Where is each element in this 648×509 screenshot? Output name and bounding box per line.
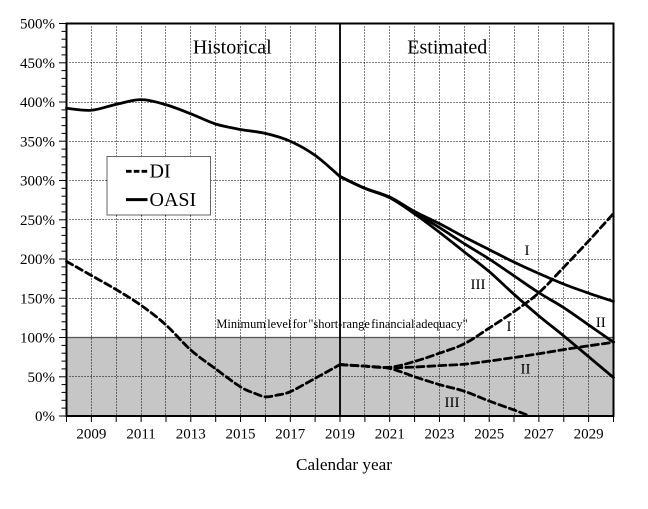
svg-text:2021: 2021: [375, 427, 405, 443]
svg-text:200%: 200%: [20, 252, 55, 268]
svg-text:2013: 2013: [176, 427, 206, 443]
svg-text:DI: DI: [150, 160, 171, 182]
svg-text:2011: 2011: [126, 427, 155, 443]
svg-text:400%: 400%: [20, 95, 55, 111]
svg-text:III: III: [471, 277, 486, 293]
svg-text:2027: 2027: [524, 427, 555, 443]
svg-text:I: I: [525, 243, 530, 259]
svg-text:150%: 150%: [20, 291, 55, 307]
svg-text:250%: 250%: [20, 213, 55, 229]
svg-text:Minimum level for "short-range: Minimum level for "short-range financial…: [216, 317, 467, 331]
svg-text:III: III: [445, 395, 460, 411]
svg-text:2015: 2015: [226, 427, 256, 443]
svg-text:0%: 0%: [35, 409, 55, 425]
svg-text:Estimated: Estimated: [407, 37, 487, 59]
svg-text:Calendar year: Calendar year: [296, 455, 392, 474]
svg-text:II: II: [521, 362, 531, 378]
svg-text:450%: 450%: [20, 56, 55, 72]
svg-text:2019: 2019: [325, 427, 355, 443]
svg-text:100%: 100%: [20, 331, 55, 347]
svg-text:350%: 350%: [20, 134, 55, 150]
svg-text:2009: 2009: [76, 427, 106, 443]
svg-text:300%: 300%: [20, 174, 55, 190]
svg-text:II: II: [596, 315, 606, 331]
svg-text:2029: 2029: [574, 427, 604, 443]
svg-text:2023: 2023: [425, 427, 455, 443]
svg-text:Historical: Historical: [193, 37, 272, 59]
svg-text:500%: 500%: [20, 17, 55, 33]
svg-text:50%: 50%: [28, 370, 56, 386]
svg-text:2017: 2017: [275, 427, 306, 443]
svg-text:OASI: OASI: [150, 189, 197, 211]
svg-text:I: I: [507, 319, 512, 335]
svg-text:2025: 2025: [474, 427, 504, 443]
